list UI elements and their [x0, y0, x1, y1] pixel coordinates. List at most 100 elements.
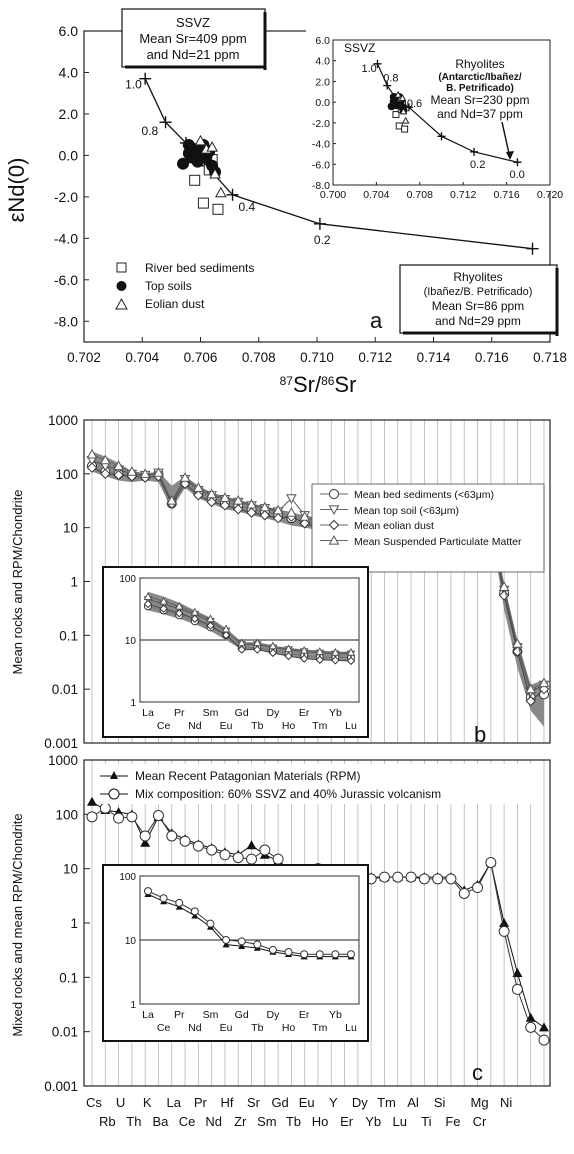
series-point: [299, 511, 311, 521]
inset-series-point: [299, 654, 309, 663]
series-point: [86, 448, 98, 459]
y-tick-label: 1: [70, 916, 78, 931]
x-label-top: Dy: [352, 1095, 368, 1110]
inset-ticks: 6.0 4.0 2.0 0.0 -2.0 -4.0 -6.0 -8.00.700 0.704 0.…: [312, 35, 563, 201]
inset-series-point: [315, 647, 325, 655]
ssvz-box: SSVZ Mean Sr=409 ppm and Nd=21 ppm: [121, 8, 267, 70]
y-tick-label: -6.0: [54, 272, 78, 288]
series-point: [193, 482, 204, 492]
panel-a-isotope-plot: 6.04.02.00.0-2.0-4.0-6.0-8.0 0.702 0.704 0…: [4, 8, 568, 397]
y-tick-label: 0.001: [44, 736, 78, 751]
inset-curve-label: 0.2: [470, 159, 485, 171]
series-point: [418, 873, 430, 885]
inset-x-label-top: Yb: [329, 1009, 342, 1021]
inset-series-point: [346, 647, 356, 656]
series-point: [272, 512, 284, 524]
series-point: [113, 460, 124, 471]
panel-c-label: c: [472, 1060, 483, 1085]
inset-x-label-bottom: Nd: [188, 720, 202, 732]
inset-series-point: [268, 648, 278, 658]
x-label-bottom: Rb: [99, 1114, 116, 1129]
series-point: [126, 466, 138, 476]
y-tick-label: 10: [63, 862, 78, 877]
series-point: [525, 1021, 537, 1033]
inset-series-point: [174, 601, 184, 610]
panel-b-y-axis-label: Mean rocks and RPM/Chondrite: [10, 490, 25, 675]
panel-a-legend: River bed sediments Top soils Eolian dus…: [115, 261, 254, 311]
panel-a-label: a: [370, 308, 383, 333]
series-point: [166, 494, 178, 505]
data-point: [209, 168, 221, 179]
inset-y-label: 0.0: [315, 97, 330, 109]
inset-series-point: [284, 947, 293, 956]
x-label-top: Hf: [220, 1095, 233, 1110]
series-point: [206, 844, 218, 856]
series-point: [126, 811, 138, 823]
data-point: [215, 186, 227, 198]
inset-frame: [332, 39, 551, 186]
series-point: [219, 500, 231, 511]
x-tick-label: 0.704: [125, 350, 159, 365]
inset-series-point: [346, 656, 356, 666]
inset-series-point: [143, 592, 153, 600]
ssvz-title: SSVZ: [176, 15, 210, 30]
data-point: [194, 134, 207, 146]
panel-b-inset: 100 10 1 La Pr Sm Gd Dy Er Yb Ce Nd Eu Tb Ho Tm Lu: [102, 566, 369, 738]
panel-c-inset: 100 10 1 La Pr Sm Gd Dy Er Yb Ce Nd Eu Tb Ho Tm Lu: [102, 864, 369, 1042]
x-label-top: Al: [407, 1095, 419, 1110]
data-point: [197, 197, 209, 209]
series-point: [538, 1034, 550, 1046]
y-tick-label: -8.0: [54, 313, 78, 329]
rhyolites-title: Rhyolites: [453, 270, 502, 284]
legend-top-soils: Top soils: [145, 279, 192, 293]
inset-point: [401, 125, 409, 133]
series-point: [99, 802, 111, 814]
inset-curve-label: 1.0: [361, 63, 376, 75]
inset-rhyolites-nd: and Nd=37 ppm: [437, 107, 523, 121]
inset-series-point: [284, 644, 293, 653]
x-label-bottom: Th: [126, 1114, 141, 1129]
inset-x-label-bottom: Nd: [188, 1022, 202, 1034]
series-point: [192, 840, 204, 852]
inset-series-point: [190, 607, 200, 616]
series-point: [113, 812, 125, 824]
series-point: [498, 581, 510, 591]
series-point: [100, 468, 111, 480]
series-point: [246, 498, 257, 509]
series-point: [113, 469, 124, 481]
series-point: [232, 494, 244, 505]
inset-series-point: [190, 907, 199, 916]
inset-series-point: [331, 656, 340, 665]
inset-x-label: 0.708: [407, 189, 433, 201]
inset-x-label-top: Er: [299, 707, 310, 719]
series-point: [152, 810, 164, 822]
y-tick-label: 0.001: [44, 1079, 78, 1094]
series-point: [259, 501, 271, 512]
inset-series-point: [331, 950, 340, 959]
inset-series-point: [268, 641, 278, 650]
inset-x-label-bottom: Eu: [220, 720, 233, 732]
inset-rhyolites-title: Rhyolites: [455, 57, 504, 71]
y-tick-label: 0.0: [59, 147, 79, 163]
panel-c-y-axis-label: Mixed rocks and mean RPM/Chondrite: [10, 813, 25, 1036]
ssvz-nd: and Nd=21 ppm: [147, 47, 240, 62]
y-tick-label: 1: [70, 575, 78, 590]
data-point: [189, 174, 201, 186]
panel-b-legend: Mean bed sediments (<63μm) Mean top soil…: [311, 483, 545, 573]
series-point: [458, 887, 470, 899]
y-tick-label: -2.0: [54, 189, 78, 205]
inset-x-label-bottom: Tb: [251, 1022, 263, 1034]
series-point: [140, 837, 151, 847]
x-tick-label: 0.712: [358, 350, 392, 365]
series-point: [99, 454, 111, 465]
inset-x-label: 0.704: [363, 189, 389, 201]
series-point: [525, 695, 536, 707]
x-label-bottom: Ho: [312, 1114, 329, 1129]
legend-rpm: Mean Recent Patagonian Materials (RPM): [135, 769, 360, 783]
series-point: [206, 496, 217, 508]
legend-marker: [329, 489, 339, 499]
rhyolites-source: (Ibañez/B. Petrificado): [424, 286, 533, 298]
inset-x-label-top: Dy: [267, 707, 281, 719]
y-tick-label: -4.0: [54, 230, 78, 246]
